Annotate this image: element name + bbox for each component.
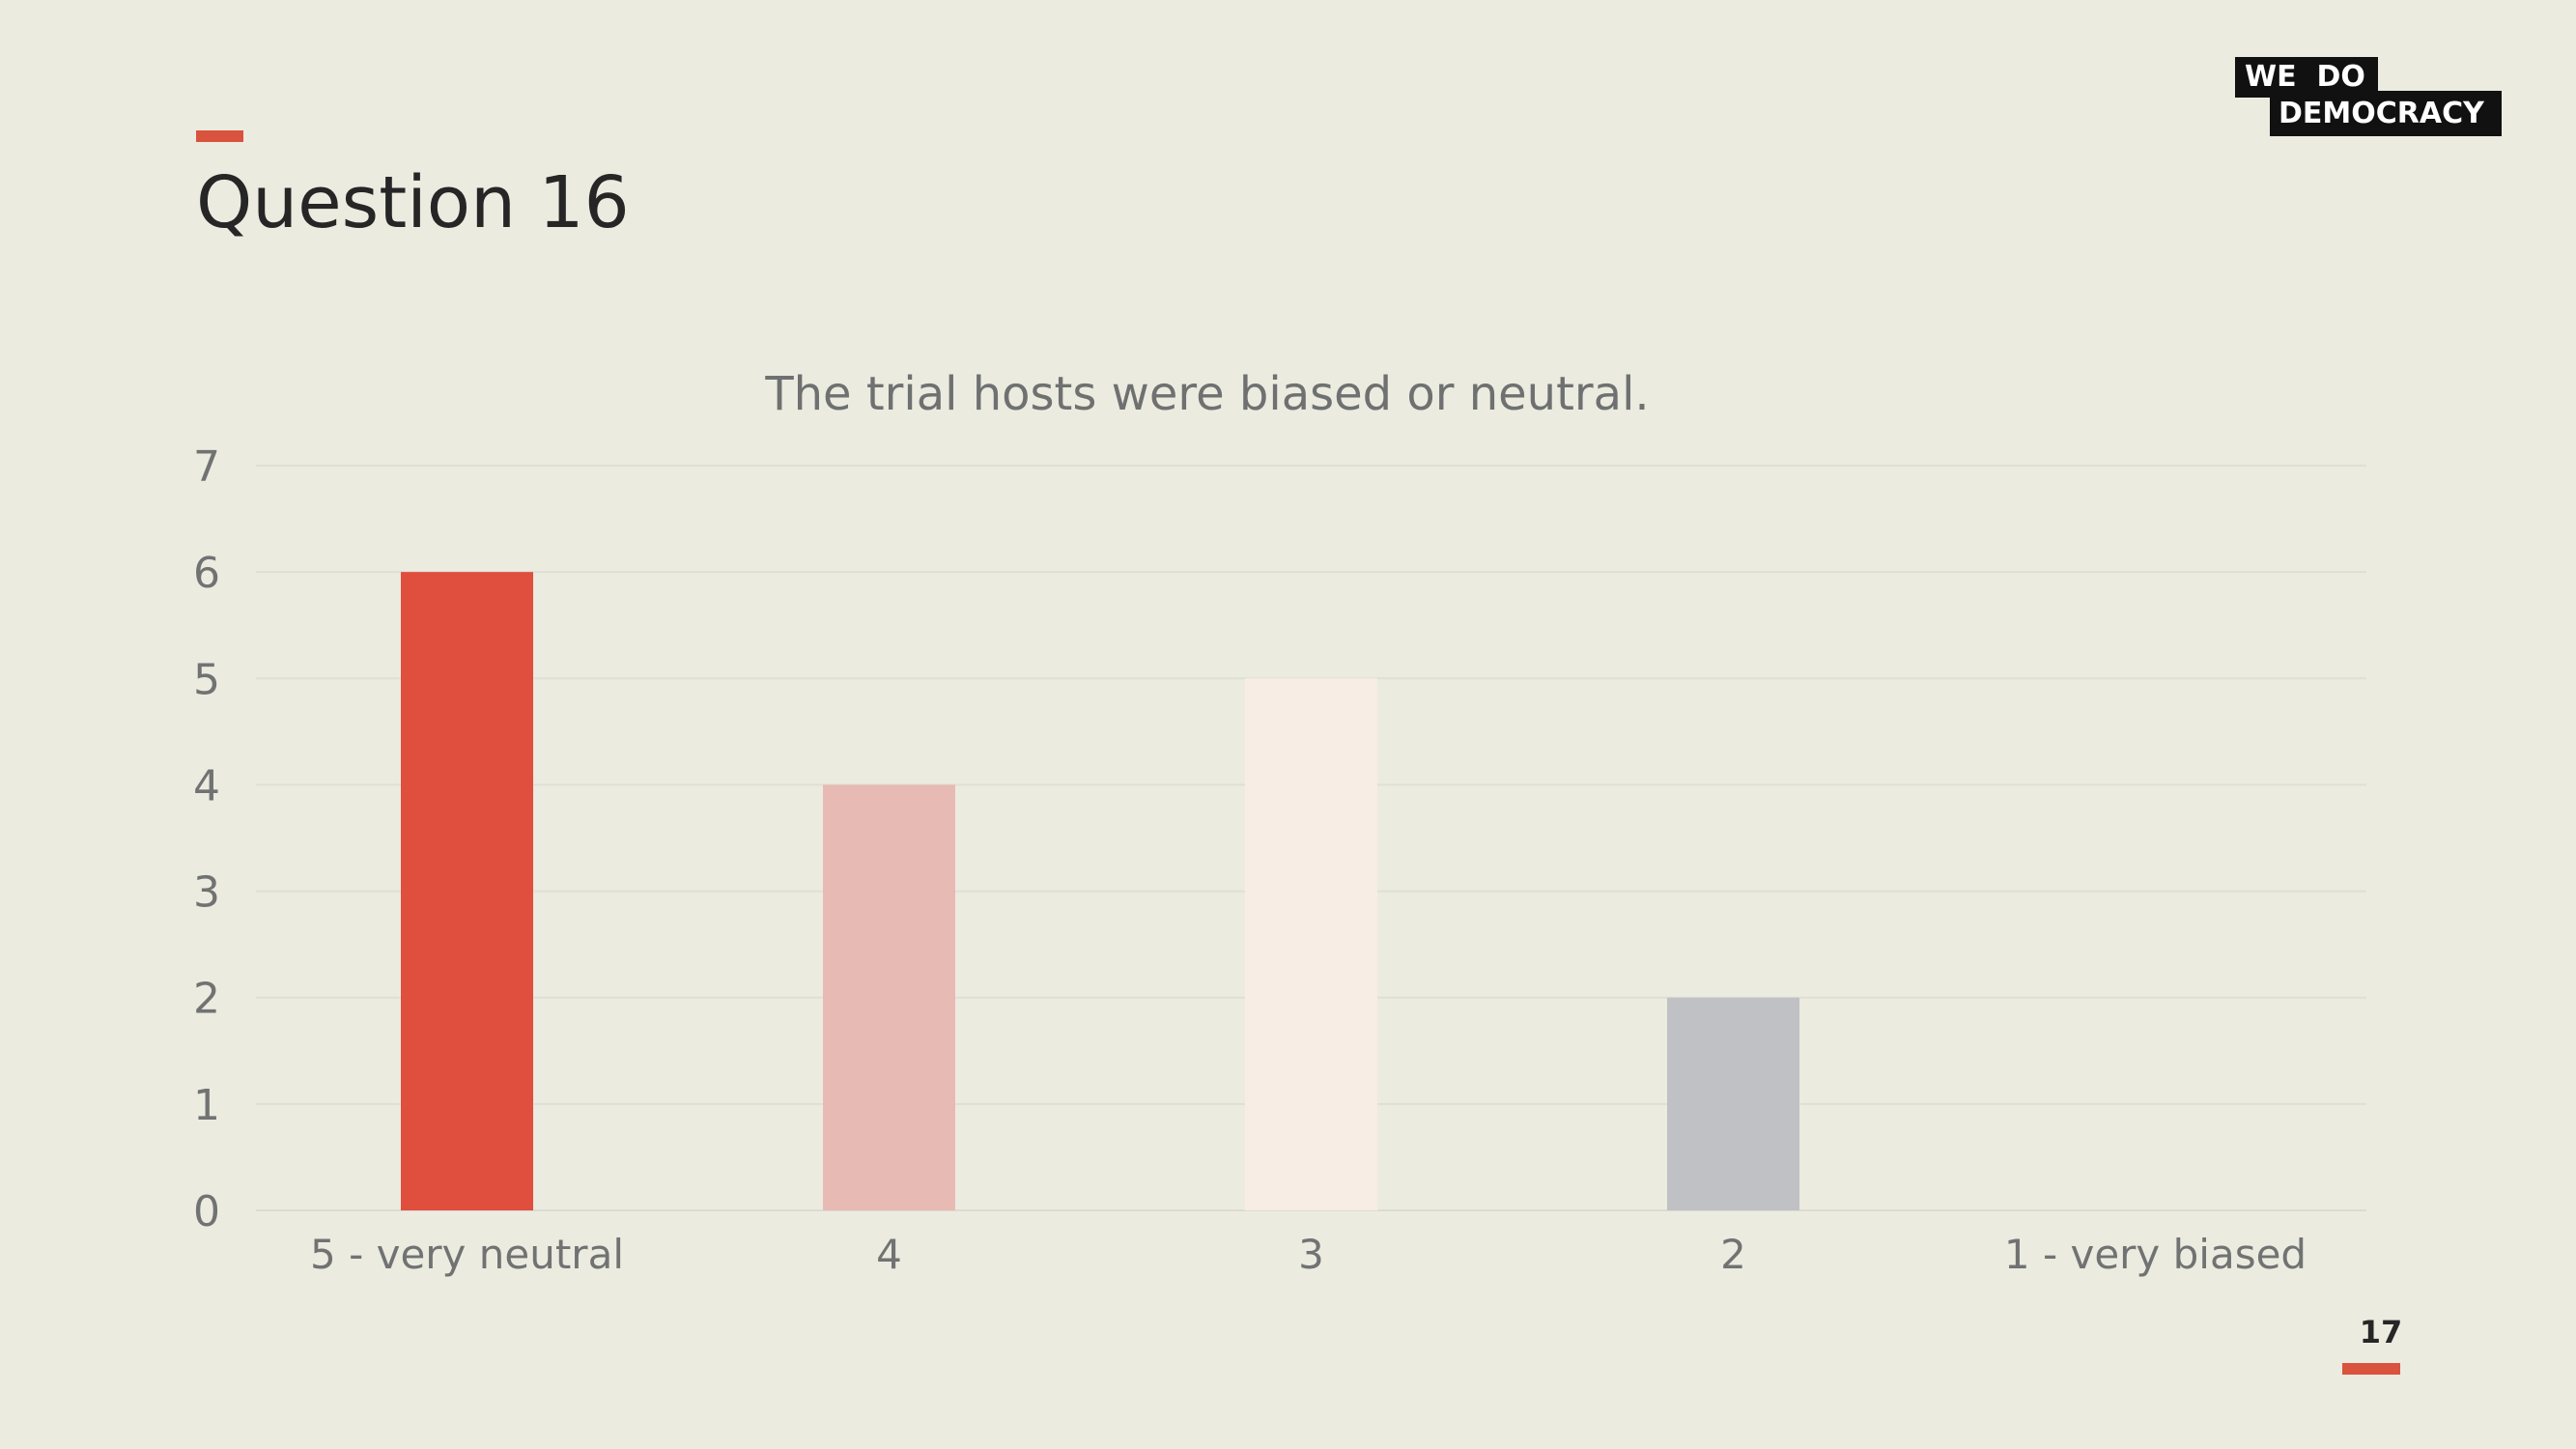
y-tick-label-2: 2 [193,975,220,1024]
y-tick-label-5: 5 [193,655,220,704]
x-tick-label-1: 5 - very neutral [310,1231,624,1278]
y-tick-label-4: 4 [193,761,220,810]
bar-4 [1667,997,1799,1210]
y-tick-label-3: 3 [193,868,220,918]
y-tick-label-7: 7 [193,442,220,492]
page-accent-dash [2342,1363,2400,1375]
bar-1 [401,572,533,1210]
y-tick-label-6: 6 [193,549,220,598]
y-tick-label-0: 0 [193,1187,220,1236]
we-do-democracy-logo: WE DO DEMOCRACY [2235,57,2502,140]
x-tick-label-3: 3 [1298,1231,1324,1278]
x-tick-label-5: 1 - very biased [2004,1231,2307,1278]
x-tick-label-2: 4 [876,1231,902,1278]
page-number: 17 [2359,1314,2403,1350]
bar-3 [1245,678,1377,1210]
bar-2 [823,784,955,1210]
x-tick-label-4: 2 [1720,1231,1746,1278]
logo-line-2: DEMOCRACY [2270,91,2502,136]
y-tick-label-1: 1 [193,1081,220,1130]
page-title: Question 16 [196,161,630,244]
chart-title: The trial hosts were biased or neutral. [765,367,1650,421]
title-accent-dash [196,130,243,142]
